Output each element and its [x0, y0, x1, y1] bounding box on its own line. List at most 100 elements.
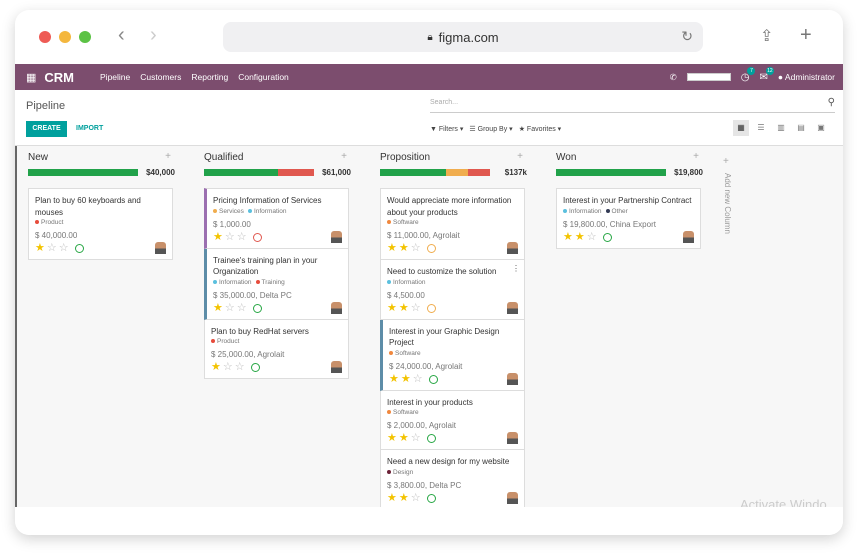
list-view-icon[interactable]: ☰ [757, 123, 765, 132]
quick-create-icon[interactable]: + [165, 151, 171, 162]
priority-star-icon[interactable]: ★ [398, 242, 409, 254]
priority-star-icon[interactable]: ★ [387, 432, 397, 444]
back-icon[interactable]: ‹ [118, 24, 125, 46]
column-progress[interactable]: $19,800 [556, 168, 703, 177]
priority-star-icon[interactable]: ★ [398, 491, 409, 504]
quick-create-icon[interactable]: + [517, 151, 523, 162]
add-column-button[interactable]: + Add new Column [723, 156, 739, 234]
group-by-dropdown[interactable]: ☰ Group By ▾ [469, 126, 513, 133]
lead-card[interactable]: Plan to buy 60 keyboards and mouses Produ… [28, 188, 173, 260]
priority-star-icon[interactable]: ★ [213, 230, 223, 243]
search-input[interactable]: Search... ⚲ [430, 97, 835, 113]
menu-configuration[interactable]: Configuration [238, 72, 289, 82]
priority-star-icon[interactable]: ☆ [410, 242, 421, 254]
create-button[interactable]: CREATE [26, 121, 67, 137]
column-progress[interactable]: $40,000 [28, 168, 175, 177]
lead-card[interactable]: Interest in your Partnership Contract Inf… [556, 188, 701, 249]
activity-clock-icon[interactable] [252, 232, 262, 242]
activity-clock-icon[interactable] [426, 244, 436, 253]
priority-star-icon[interactable]: ☆ [224, 230, 235, 243]
activity-clock-icon[interactable] [252, 303, 262, 313]
priority-star-icon[interactable]: ★ [398, 301, 409, 314]
lead-card[interactable]: Pricing Information of Services Services I… [204, 188, 349, 249]
priority-star-icon[interactable]: ☆ [410, 301, 421, 314]
calendar-view-icon[interactable]: ▤ [797, 123, 805, 132]
activity-clock-icon[interactable] [250, 363, 260, 372]
priority-star-icon[interactable]: ★ [574, 230, 585, 243]
new-tab-icon[interactable]: + [800, 24, 812, 46]
activity-clock-icon[interactable] [426, 303, 436, 313]
app-brand[interactable]: CRM [44, 69, 75, 85]
priority-star-icon[interactable]: ☆ [46, 242, 57, 254]
priority-star-icon[interactable]: ★ [389, 372, 399, 385]
priority-star-icon[interactable]: ☆ [236, 230, 247, 243]
priority-star-icon[interactable]: ☆ [410, 491, 421, 504]
activity-clock-icon[interactable] [602, 232, 612, 242]
priority-star-icon[interactable]: ★ [400, 372, 411, 385]
priority-star-icon[interactable]: ★ [35, 242, 45, 254]
filters-dropdown[interactable]: ▼ Filters ▾ [430, 126, 464, 133]
priority-star-icon[interactable]: ☆ [236, 301, 247, 314]
reload-icon[interactable]: ↻ [681, 28, 693, 44]
menu-pipeline[interactable]: Pipeline [100, 72, 131, 82]
priority-star-icon[interactable]: ★ [387, 491, 397, 504]
column-progress[interactable]: $61,000 [204, 168, 351, 177]
priority-star-icon[interactable]: ★ [563, 230, 573, 243]
priority-star-icon[interactable]: ★ [398, 432, 409, 444]
lead-card[interactable]: Interest in your Graphic Design Project S… [380, 319, 525, 391]
user-menu[interactable]: ● Administrator [778, 72, 835, 82]
activity-clock-icon[interactable] [74, 244, 84, 253]
lead-card[interactable]: Plan to buy RedHat servers Product $ 25,00… [204, 319, 349, 379]
share-icon[interactable]: ⇪ [760, 28, 774, 45]
priority-star-icon[interactable]: ☆ [224, 301, 235, 314]
phone-icon[interactable]: ✆ [669, 71, 677, 82]
priority-star-icon[interactable]: ☆ [234, 361, 245, 373]
lead-card[interactable]: Interest in your products Software $ 2,000… [380, 390, 525, 450]
graph-view-icon[interactable]: ▥ [777, 123, 785, 132]
column-progress[interactable]: $137k [380, 168, 527, 177]
progress-segment[interactable] [277, 168, 314, 176]
import-button[interactable]: IMPORT [76, 125, 104, 132]
minimize-window-button[interactable] [59, 31, 71, 43]
priority-star-icon[interactable]: ☆ [412, 372, 423, 385]
lead-card[interactable]: Would appreciate more information about … [380, 188, 525, 260]
maximize-window-button[interactable] [79, 31, 91, 43]
search-icon[interactable]: ⚲ [827, 97, 835, 108]
progress-segment[interactable] [204, 168, 278, 176]
lead-card[interactable]: Need a new design for my website Design $ … [380, 450, 525, 510]
messages-icon[interactable]: ✉ 12 [759, 66, 774, 83]
priority-star-icon[interactable]: ★ [387, 242, 397, 254]
lead-card[interactable]: Trainee's training plan in your Organiza… [204, 248, 349, 320]
progress-segment[interactable] [468, 168, 490, 176]
menu-reporting[interactable]: Reporting [191, 72, 229, 82]
priority-star-icon[interactable]: ★ [213, 301, 223, 314]
activity-clock-icon[interactable] [426, 434, 436, 443]
close-window-button[interactable] [39, 31, 51, 43]
activity-icon[interactable]: ◷ 7 [741, 66, 756, 83]
priority-star-icon[interactable]: ☆ [58, 242, 69, 254]
activity-clock-icon[interactable] [426, 493, 436, 503]
activity-clock-icon[interactable] [428, 374, 438, 384]
progress-segment[interactable] [556, 168, 666, 176]
favorites-dropdown[interactable]: ★ Favorites ▾ [518, 126, 562, 133]
apps-grid-icon[interactable]: ▦ [26, 71, 37, 84]
progress-segment[interactable] [28, 168, 138, 176]
voip-field[interactable] [686, 73, 731, 81]
card-menu-icon[interactable]: ⋮ [512, 264, 520, 273]
address-bar[interactable]: 🔒︎ figma.com ↻ [223, 22, 703, 52]
priority-star-icon[interactable]: ☆ [410, 432, 421, 444]
priority-star-icon[interactable]: ☆ [586, 230, 597, 243]
forward-icon[interactable]: › [150, 24, 157, 46]
column-title: New [28, 152, 49, 163]
menu-customers[interactable]: Customers [140, 72, 182, 82]
priority-star-icon[interactable]: ★ [387, 301, 397, 314]
quick-create-icon[interactable]: + [341, 151, 347, 162]
quick-create-icon[interactable]: + [693, 151, 699, 162]
kanban-view-icon[interactable]: ▦ [733, 120, 749, 136]
lead-card[interactable]: ⋮ Need to customize the solution Informati… [380, 260, 525, 320]
priority-star-icon[interactable]: ☆ [222, 361, 233, 373]
activity-view-icon[interactable]: ▣ [817, 123, 825, 132]
progress-segment[interactable] [380, 168, 446, 176]
progress-segment[interactable] [446, 168, 468, 176]
priority-star-icon[interactable]: ★ [211, 361, 221, 373]
